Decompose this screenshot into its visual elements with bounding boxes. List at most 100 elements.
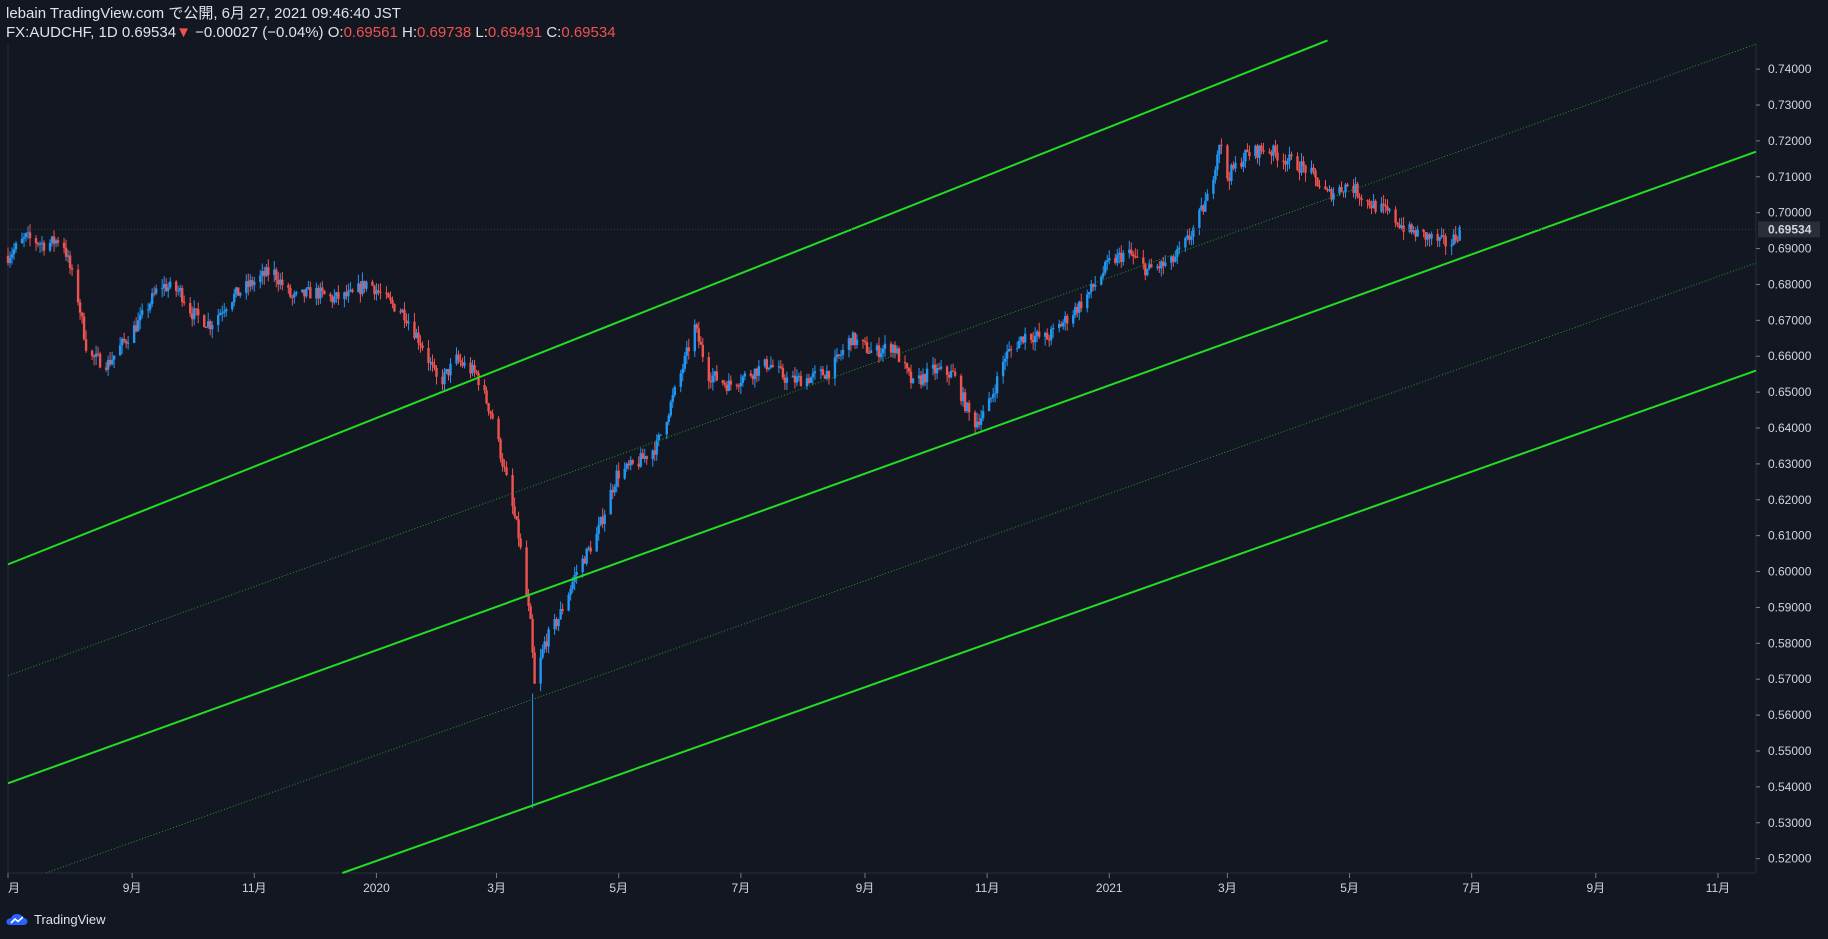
candle-body bbox=[771, 365, 775, 367]
candle-body bbox=[477, 373, 480, 386]
candle-body bbox=[1090, 283, 1093, 292]
candle-body bbox=[1023, 333, 1027, 343]
candle-body bbox=[795, 376, 799, 383]
candle-body bbox=[961, 392, 965, 402]
candle-body bbox=[235, 287, 238, 294]
candle-body bbox=[819, 369, 823, 372]
time-tick-label: 3月 bbox=[487, 881, 506, 895]
candle-body bbox=[1276, 152, 1279, 161]
candle-body bbox=[497, 418, 500, 440]
candle-body bbox=[1184, 237, 1187, 248]
candle-body bbox=[735, 384, 739, 386]
price-tick-label: 0.54000 bbox=[1768, 780, 1812, 794]
candle-body bbox=[1049, 329, 1053, 341]
candle-body bbox=[721, 380, 725, 383]
candle-body bbox=[197, 308, 200, 316]
candle-body bbox=[1060, 323, 1063, 327]
candle-body bbox=[401, 309, 404, 313]
candle-body bbox=[861, 339, 865, 342]
candle-body bbox=[26, 232, 30, 234]
candle-body bbox=[245, 281, 248, 293]
price-tick-label: 0.59000 bbox=[1768, 600, 1812, 614]
candle-body bbox=[1268, 151, 1271, 153]
time-tick-label: 3月 bbox=[1218, 881, 1237, 895]
candle-body bbox=[1009, 349, 1013, 351]
price-tick-label: 0.65000 bbox=[1768, 385, 1812, 399]
candle-body bbox=[14, 243, 18, 250]
candle-body bbox=[839, 354, 843, 356]
candle-body bbox=[1370, 205, 1373, 209]
tradingview-logo[interactable]: TradingView bbox=[6, 912, 106, 927]
candle-body bbox=[973, 412, 977, 428]
channel-midline bbox=[7, 43, 1757, 677]
candle-body bbox=[70, 268, 74, 270]
candle-body bbox=[1452, 234, 1455, 245]
candle-body bbox=[68, 255, 72, 269]
candle-body bbox=[543, 641, 546, 650]
price-tick-label: 0.64000 bbox=[1768, 421, 1812, 435]
candle-body bbox=[491, 413, 494, 419]
candle-body bbox=[965, 402, 969, 411]
candle-body bbox=[1172, 256, 1175, 262]
candle-body bbox=[118, 345, 122, 356]
candle-body bbox=[1186, 235, 1189, 238]
candle-body bbox=[655, 440, 658, 455]
candle-body bbox=[1015, 348, 1019, 350]
candle-body bbox=[205, 326, 208, 328]
candle-body bbox=[1256, 145, 1259, 158]
candle-body bbox=[82, 316, 86, 340]
time-tick-label: 7月 bbox=[731, 881, 750, 895]
price-tick-label: 0.55000 bbox=[1768, 744, 1812, 758]
candle-body bbox=[665, 421, 668, 435]
candle-body bbox=[315, 287, 318, 299]
candle-body bbox=[122, 338, 126, 341]
candle-body bbox=[753, 368, 757, 380]
candle-body bbox=[749, 373, 753, 376]
candle-body bbox=[875, 345, 879, 351]
candle-body bbox=[92, 355, 96, 358]
candle-body bbox=[1019, 336, 1023, 341]
candle-body bbox=[809, 377, 813, 384]
candle-body bbox=[373, 285, 376, 295]
candle-body bbox=[195, 308, 198, 310]
candle-body bbox=[219, 312, 222, 315]
candle-body bbox=[1035, 331, 1039, 336]
candle-body bbox=[1338, 187, 1341, 194]
candle-body bbox=[979, 418, 983, 425]
candle-body bbox=[134, 325, 138, 332]
candle-body bbox=[529, 605, 532, 619]
candle-body bbox=[225, 309, 228, 312]
candle-body bbox=[1384, 205, 1387, 207]
candle-body bbox=[379, 291, 382, 293]
candle-body bbox=[669, 401, 672, 416]
candle-body bbox=[1200, 205, 1203, 210]
candle-body bbox=[429, 361, 432, 363]
time-tick-label: 月 bbox=[8, 881, 20, 895]
candle-body bbox=[1346, 184, 1349, 186]
candle-body bbox=[1092, 283, 1095, 287]
candle-body bbox=[168, 281, 172, 288]
candle-body bbox=[178, 287, 182, 291]
candle-body bbox=[1284, 160, 1287, 165]
candle-body bbox=[841, 349, 845, 355]
candle-body bbox=[623, 468, 626, 479]
candle-body bbox=[1003, 358, 1007, 362]
candle-body bbox=[24, 233, 28, 238]
candle-body bbox=[519, 538, 522, 548]
candle-body bbox=[751, 375, 755, 380]
price-tick-label: 0.61000 bbox=[1768, 529, 1812, 543]
candle-body bbox=[585, 548, 588, 564]
candle-body bbox=[513, 506, 516, 517]
candle-body bbox=[625, 463, 628, 469]
candle-body bbox=[189, 303, 192, 314]
candle-body bbox=[1248, 152, 1251, 157]
candle-body bbox=[106, 359, 110, 370]
candle-body bbox=[769, 365, 773, 368]
candle-body bbox=[126, 342, 130, 344]
candle-body bbox=[331, 296, 334, 303]
candle-body bbox=[203, 315, 206, 327]
candle-body bbox=[1260, 145, 1263, 151]
candle-body bbox=[1102, 272, 1105, 277]
candle-body bbox=[667, 415, 670, 422]
